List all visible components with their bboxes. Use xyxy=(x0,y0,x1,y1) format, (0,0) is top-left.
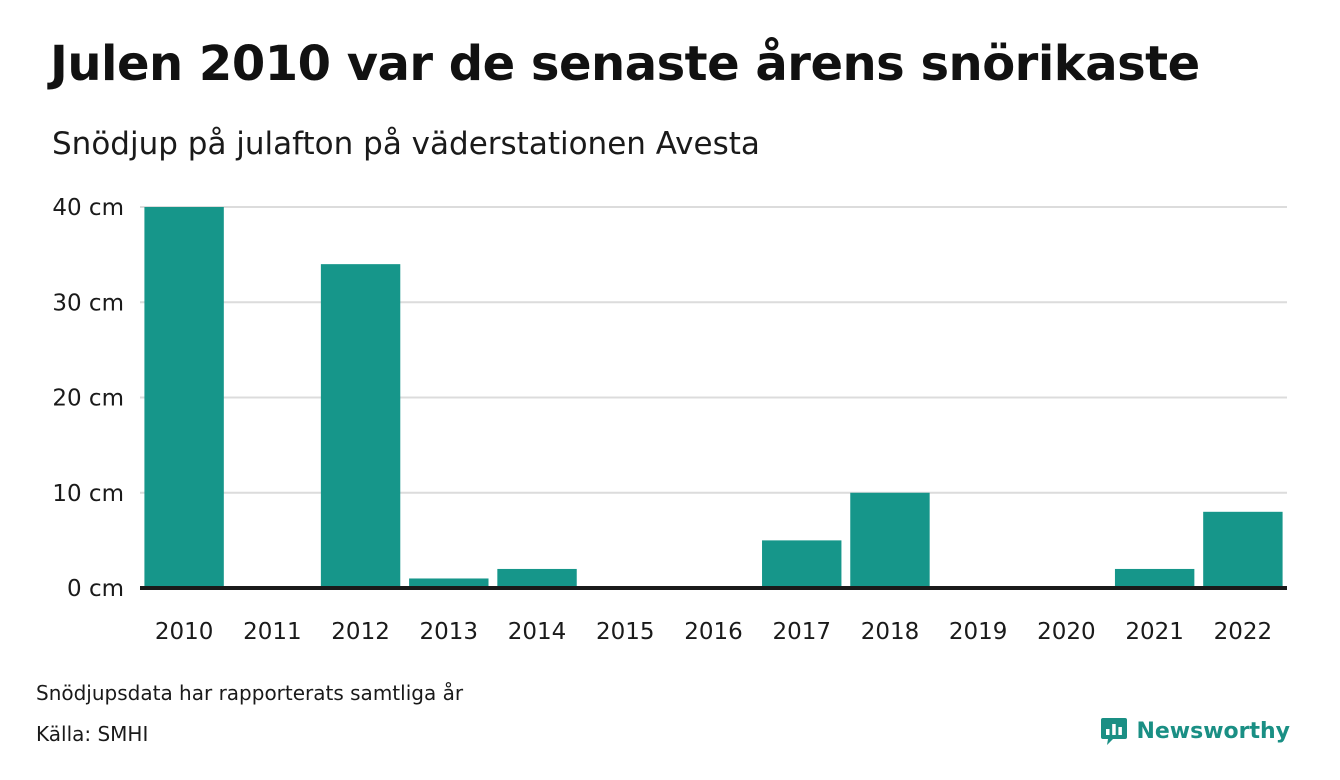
brand-logo: Newsworthy xyxy=(1100,716,1290,746)
bar-2013 xyxy=(409,578,489,588)
gridlines xyxy=(140,206,1287,494)
y-tick-label: 0 cm xyxy=(67,576,124,602)
bars xyxy=(144,207,1283,588)
chart-title: Julen 2010 var de senaste årens snörikas… xyxy=(50,36,1200,92)
x-tick-label: 2016 xyxy=(684,619,743,645)
bar-2018 xyxy=(850,492,930,588)
bar-2014 xyxy=(497,568,577,588)
x-tick-label: 2015 xyxy=(596,619,655,645)
x-tick-label: 2017 xyxy=(772,619,831,645)
y-tick-label: 20 cm xyxy=(52,386,124,412)
x-tick-labels: 2010 2011 2012 2013 2014 2015 2016 2017 2018 2019… xyxy=(155,619,1272,645)
bar-2022 xyxy=(1203,511,1283,588)
x-tick-label: 2014 xyxy=(508,619,567,645)
x-tick-label: 2020 xyxy=(1037,619,1096,645)
x-tick-label: 2021 xyxy=(1125,619,1184,645)
bar-2010 xyxy=(144,207,224,588)
x-tick-label: 2022 xyxy=(1214,619,1273,645)
x-tick-label: 2012 xyxy=(331,619,390,645)
x-tick-label: 2018 xyxy=(861,619,920,645)
y-tick-labels: 0 cm 10 cm 20 cm 30 cm 40 cm xyxy=(52,195,124,602)
bar-2012 xyxy=(320,264,401,588)
brand-name: Newsworthy xyxy=(1136,718,1290,744)
bar-2021 xyxy=(1114,568,1195,588)
chart-subtitle: Snödjup på julafton på väderstationen Av… xyxy=(52,126,760,162)
footnote: Snödjupsdata har rapporterats samtliga å… xyxy=(36,681,464,705)
x-tick-label: 2019 xyxy=(949,619,1008,645)
bar-2017 xyxy=(762,540,842,588)
source-note: Källa: SMHI xyxy=(36,722,149,746)
y-tick-label: 40 cm xyxy=(52,195,124,221)
x-tick-label: 2011 xyxy=(243,619,302,645)
y-tick-label: 30 cm xyxy=(52,290,124,316)
y-tick-label: 10 cm xyxy=(52,481,124,507)
x-tick-label: 2010 xyxy=(155,619,214,645)
x-tick-label: 2013 xyxy=(420,619,479,645)
newsworthy-logo-icon xyxy=(1101,718,1128,745)
